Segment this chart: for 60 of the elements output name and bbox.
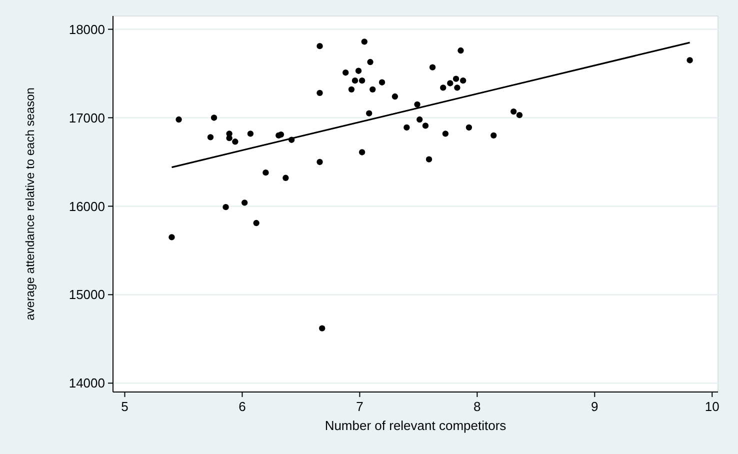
point [226, 135, 232, 142]
point [319, 325, 326, 332]
point [232, 138, 238, 145]
point [352, 78, 358, 84]
point [168, 234, 175, 240]
point [262, 170, 269, 176]
point [392, 93, 398, 100]
x-tick-label: 10 [704, 399, 720, 414]
point [316, 158, 323, 166]
point [316, 90, 323, 96]
x-tick-label: 6 [238, 399, 246, 414]
point [253, 220, 260, 226]
point [241, 200, 248, 206]
point [316, 42, 323, 50]
y-tick-label: 18000 [68, 22, 105, 37]
point [378, 79, 386, 86]
point [358, 78, 366, 84]
point [458, 47, 464, 54]
point [247, 130, 254, 137]
point [416, 116, 423, 123]
point [176, 116, 182, 123]
point [404, 124, 410, 131]
point [447, 80, 454, 86]
point [686, 57, 693, 64]
y-tick-label: 17000 [68, 110, 105, 126]
x-axis-title: Number of relevant competitors [324, 418, 507, 433]
y-tick-label: 15000 [68, 287, 105, 302]
point [282, 174, 289, 181]
point [358, 149, 366, 156]
y-tick-label: 16000 [68, 198, 105, 214]
point [355, 68, 362, 74]
x-tick-label: 9 [591, 399, 598, 414]
point [367, 58, 374, 66]
x-tick-label: 8 [474, 399, 481, 414]
x-tick-label: 7 [356, 399, 364, 414]
point [207, 134, 214, 140]
point [516, 112, 523, 118]
point [210, 114, 218, 121]
point [490, 132, 497, 139]
point [440, 84, 446, 91]
point [414, 101, 420, 108]
point [426, 156, 432, 162]
point [442, 130, 449, 137]
point [466, 124, 472, 131]
point [460, 78, 466, 84]
point [361, 38, 368, 45]
y-tick-label: 14000 [68, 376, 105, 391]
point [348, 86, 355, 93]
point [429, 64, 436, 70]
point [278, 131, 284, 138]
point [454, 84, 460, 91]
point [422, 122, 429, 129]
point [370, 86, 376, 93]
point [366, 110, 372, 116]
y-axis-title: average attendance relative to each season [23, 88, 37, 320]
point [452, 76, 460, 82]
point [342, 70, 349, 76]
x-tick-label: 5 [121, 399, 128, 414]
point [222, 204, 229, 210]
point [510, 108, 517, 115]
